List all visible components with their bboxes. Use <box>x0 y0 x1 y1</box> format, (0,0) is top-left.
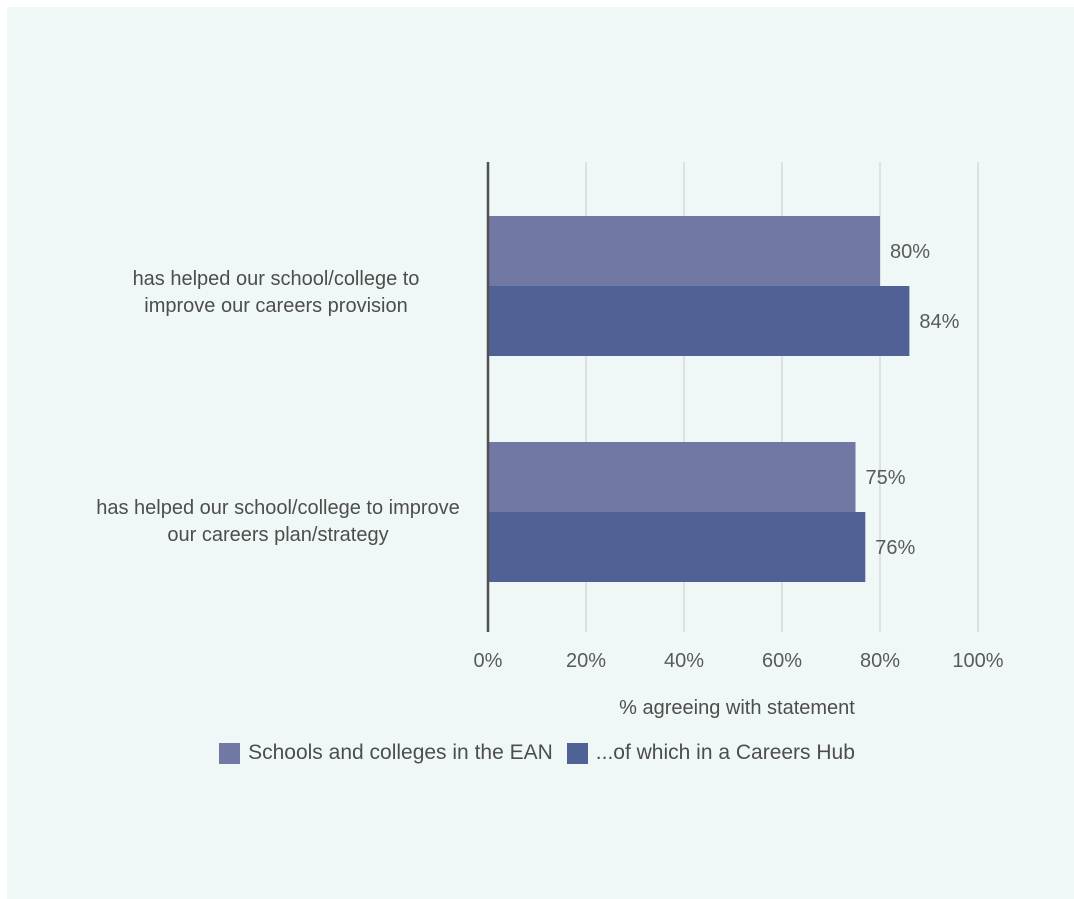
legend-swatch-careers-hub <box>566 742 588 764</box>
data-label: 75% <box>866 467 906 489</box>
legend-swatch-ean <box>219 742 241 764</box>
category-label-line: has helped our school/college to <box>132 268 420 290</box>
x-tick-label: 60% <box>762 650 802 672</box>
x-tick-label: 40% <box>664 650 704 672</box>
legend-label-ean: Schools and colleges in the EAN <box>248 741 553 764</box>
x-axis-title: % agreeing with statement <box>619 697 855 719</box>
bar <box>488 442 856 512</box>
legend: Schools and colleges in the EAN ...of wh… <box>0 741 1074 765</box>
category-label-provision: has helped our school/college to improve… <box>56 266 496 320</box>
x-tick-label: 100% <box>952 650 1003 672</box>
bar <box>488 512 866 582</box>
x-tick-label: 0% <box>474 650 503 672</box>
x-tick-label: 20% <box>566 650 606 672</box>
legend-label-careers-hub: ...of which in a Careers Hub <box>595 741 855 764</box>
data-label: 76% <box>875 537 915 559</box>
category-label-line: has helped our school/college to improve <box>96 497 460 519</box>
category-label-line: our careers plan/strategy <box>167 524 389 546</box>
data-label: 80% <box>890 241 930 263</box>
category-label-strategy: has helped our school/college to improve… <box>58 495 498 549</box>
legend-item-ean: Schools and colleges in the EAN <box>219 741 553 765</box>
category-label-line: improve our careers provision <box>144 295 408 317</box>
bar <box>488 216 880 286</box>
bar <box>488 286 910 356</box>
legend-item-careers-hub: ...of which in a Careers Hub <box>566 741 855 765</box>
data-label: 84% <box>919 311 959 333</box>
x-tick-label: 80% <box>860 650 900 672</box>
